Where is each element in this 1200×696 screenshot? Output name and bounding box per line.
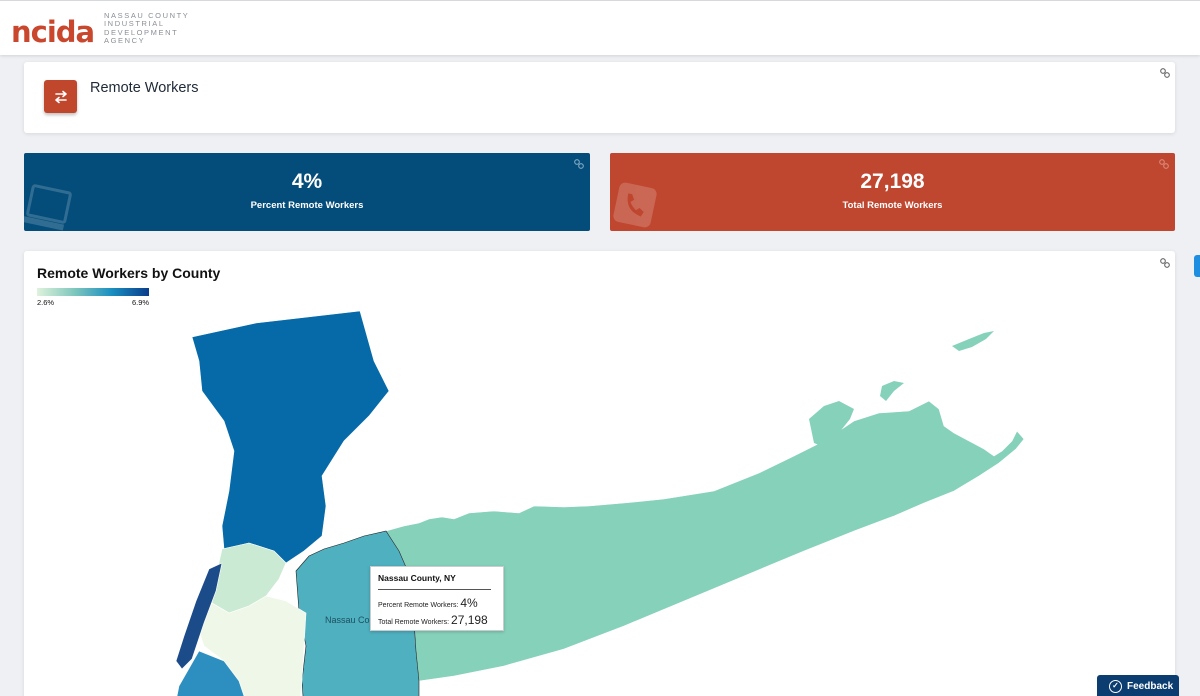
county-westchester[interactable]: [191, 310, 390, 564]
page-title: Remote Workers: [90, 80, 199, 96]
link-icon[interactable]: [573, 158, 585, 170]
county-manhattan[interactable]: [175, 562, 223, 670]
link-icon[interactable]: [1159, 67, 1171, 79]
logo-subtitle-line: Agency: [104, 36, 146, 46]
link-icon[interactable]: [1159, 257, 1171, 269]
side-panel-tab[interactable]: [1194, 255, 1200, 277]
map-card: Remote Workers by County 2.6% 6.9% Nassa…: [24, 251, 1175, 696]
tooltip-percent-label: Percent Remote Workers:: [378, 602, 459, 609]
stat-card-percent: 4% Percent Remote Workers: [24, 153, 590, 231]
feedback-button[interactable]: ✓ Feedback: [1097, 675, 1179, 696]
county-suffolk-island[interactable]: [914, 426, 932, 441]
legend-max-label: 6.9%: [132, 298, 150, 307]
tooltip-title: Nassau County, NY: [378, 573, 456, 583]
county-brooklyn[interactable]: [174, 650, 249, 696]
tooltip-divider: [378, 589, 491, 590]
logo-subtitle: Nassau County Industrial Development Age…: [104, 11, 194, 46]
county-suffolk-north-fork[interactable]: [809, 401, 854, 447]
tooltip-total-row: Total Remote Workers: 27,198: [378, 613, 496, 630]
logo-subtitle-line: Nassau County: [104, 11, 190, 20]
county-suffolk-shelter[interactable]: [880, 381, 904, 401]
stat-label: Percent Remote Workers: [250, 200, 364, 211]
ncida-logo[interactable]: ncida: [11, 15, 95, 49]
legend-min-label: 2.6%: [37, 298, 55, 307]
map-title: Remote Workers by County: [37, 265, 221, 281]
tooltip-percent-value: 4%: [460, 596, 478, 610]
county-map: [174, 310, 1025, 696]
check-circle-icon: ✓: [1109, 679, 1122, 693]
logo-subtitle-line: Industrial: [104, 19, 165, 29]
stat-label: Total Remote Workers: [842, 200, 943, 211]
county-suffolk[interactable]: [385, 400, 1025, 682]
tooltip-total-label: Total Remote Workers:: [378, 619, 450, 626]
tooltip-total-value: 27,198: [451, 613, 488, 627]
map-tooltip: Nassau County, NY Percent Remote Workers…: [370, 566, 504, 631]
swap-arrows-icon: [44, 80, 77, 113]
phone-icon: [613, 182, 657, 228]
link-icon[interactable]: [1158, 158, 1170, 170]
county-label-nassau: Nassau Co: [325, 615, 370, 625]
county-queens[interactable]: [198, 595, 307, 696]
top-bar: ncida Nassau County Industrial Developme…: [0, 0, 1200, 55]
county-suffolk-fishers[interactable]: [952, 331, 994, 351]
logo-subtitle-line: Development: [104, 27, 179, 37]
stat-card-total: 27,198 Total Remote Workers: [610, 153, 1175, 231]
header-card: Remote Workers: [24, 62, 1175, 133]
feedback-label: Feedback: [1127, 680, 1174, 692]
legend-color-scale: [37, 288, 149, 296]
stat-value: 27,198: [860, 170, 925, 193]
stat-value: 4%: [291, 170, 323, 193]
tooltip-percent-row: Percent Remote Workers: 4%: [378, 596, 496, 613]
laptop-icon: [24, 184, 72, 231]
